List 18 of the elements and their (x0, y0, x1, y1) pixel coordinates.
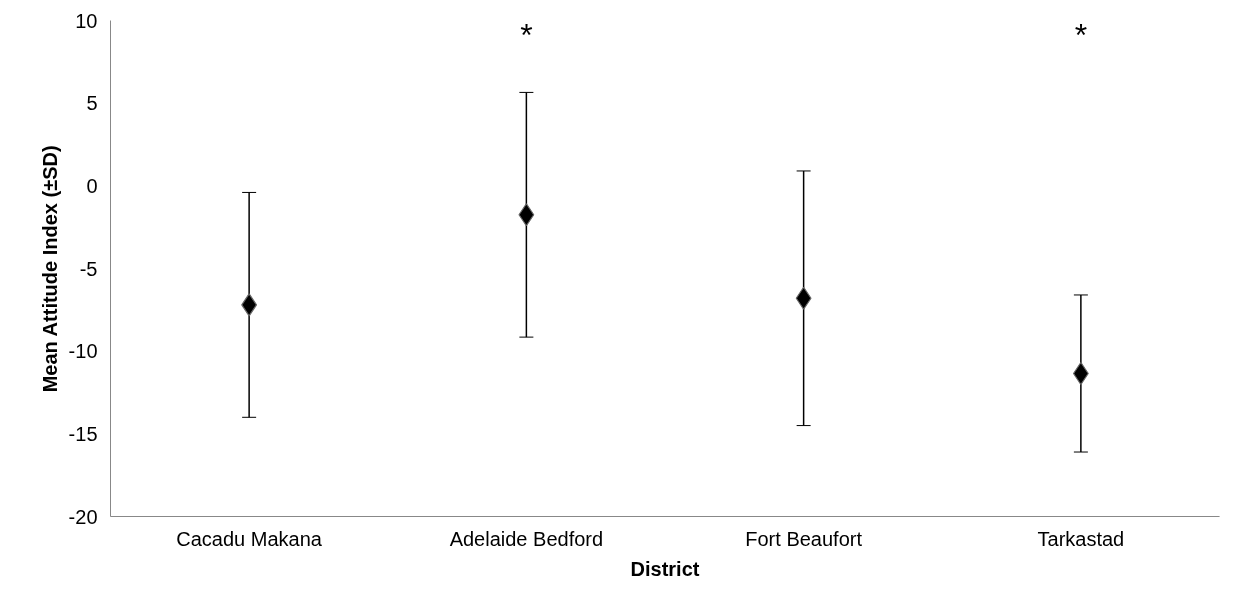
y-tick-label: 10 (75, 9, 98, 32)
annotation: * (520, 17, 533, 54)
point (795, 286, 812, 310)
x-tick-label: Fort Beaufort (745, 527, 863, 550)
x-tick-label: Tarkastad (1037, 527, 1125, 550)
y-tick-label: -5 (79, 257, 98, 280)
x-tick-label: Adelaide Bedford (449, 527, 604, 550)
point (518, 203, 535, 227)
y-tick-label: 5 (86, 92, 98, 115)
annotation: * (1074, 17, 1088, 54)
x-axis-title: District (630, 557, 700, 580)
y-tick-label: 0 (86, 174, 98, 197)
y-tick-label: -10 (68, 340, 98, 363)
y-axis-title: Mean Attitude Index (±SD) (38, 145, 61, 393)
y-tick-label: -15 (68, 422, 98, 445)
point (241, 293, 258, 317)
y-tick-label: -20 (68, 505, 98, 528)
x-tick-label: Cacadu Makana (176, 527, 323, 550)
